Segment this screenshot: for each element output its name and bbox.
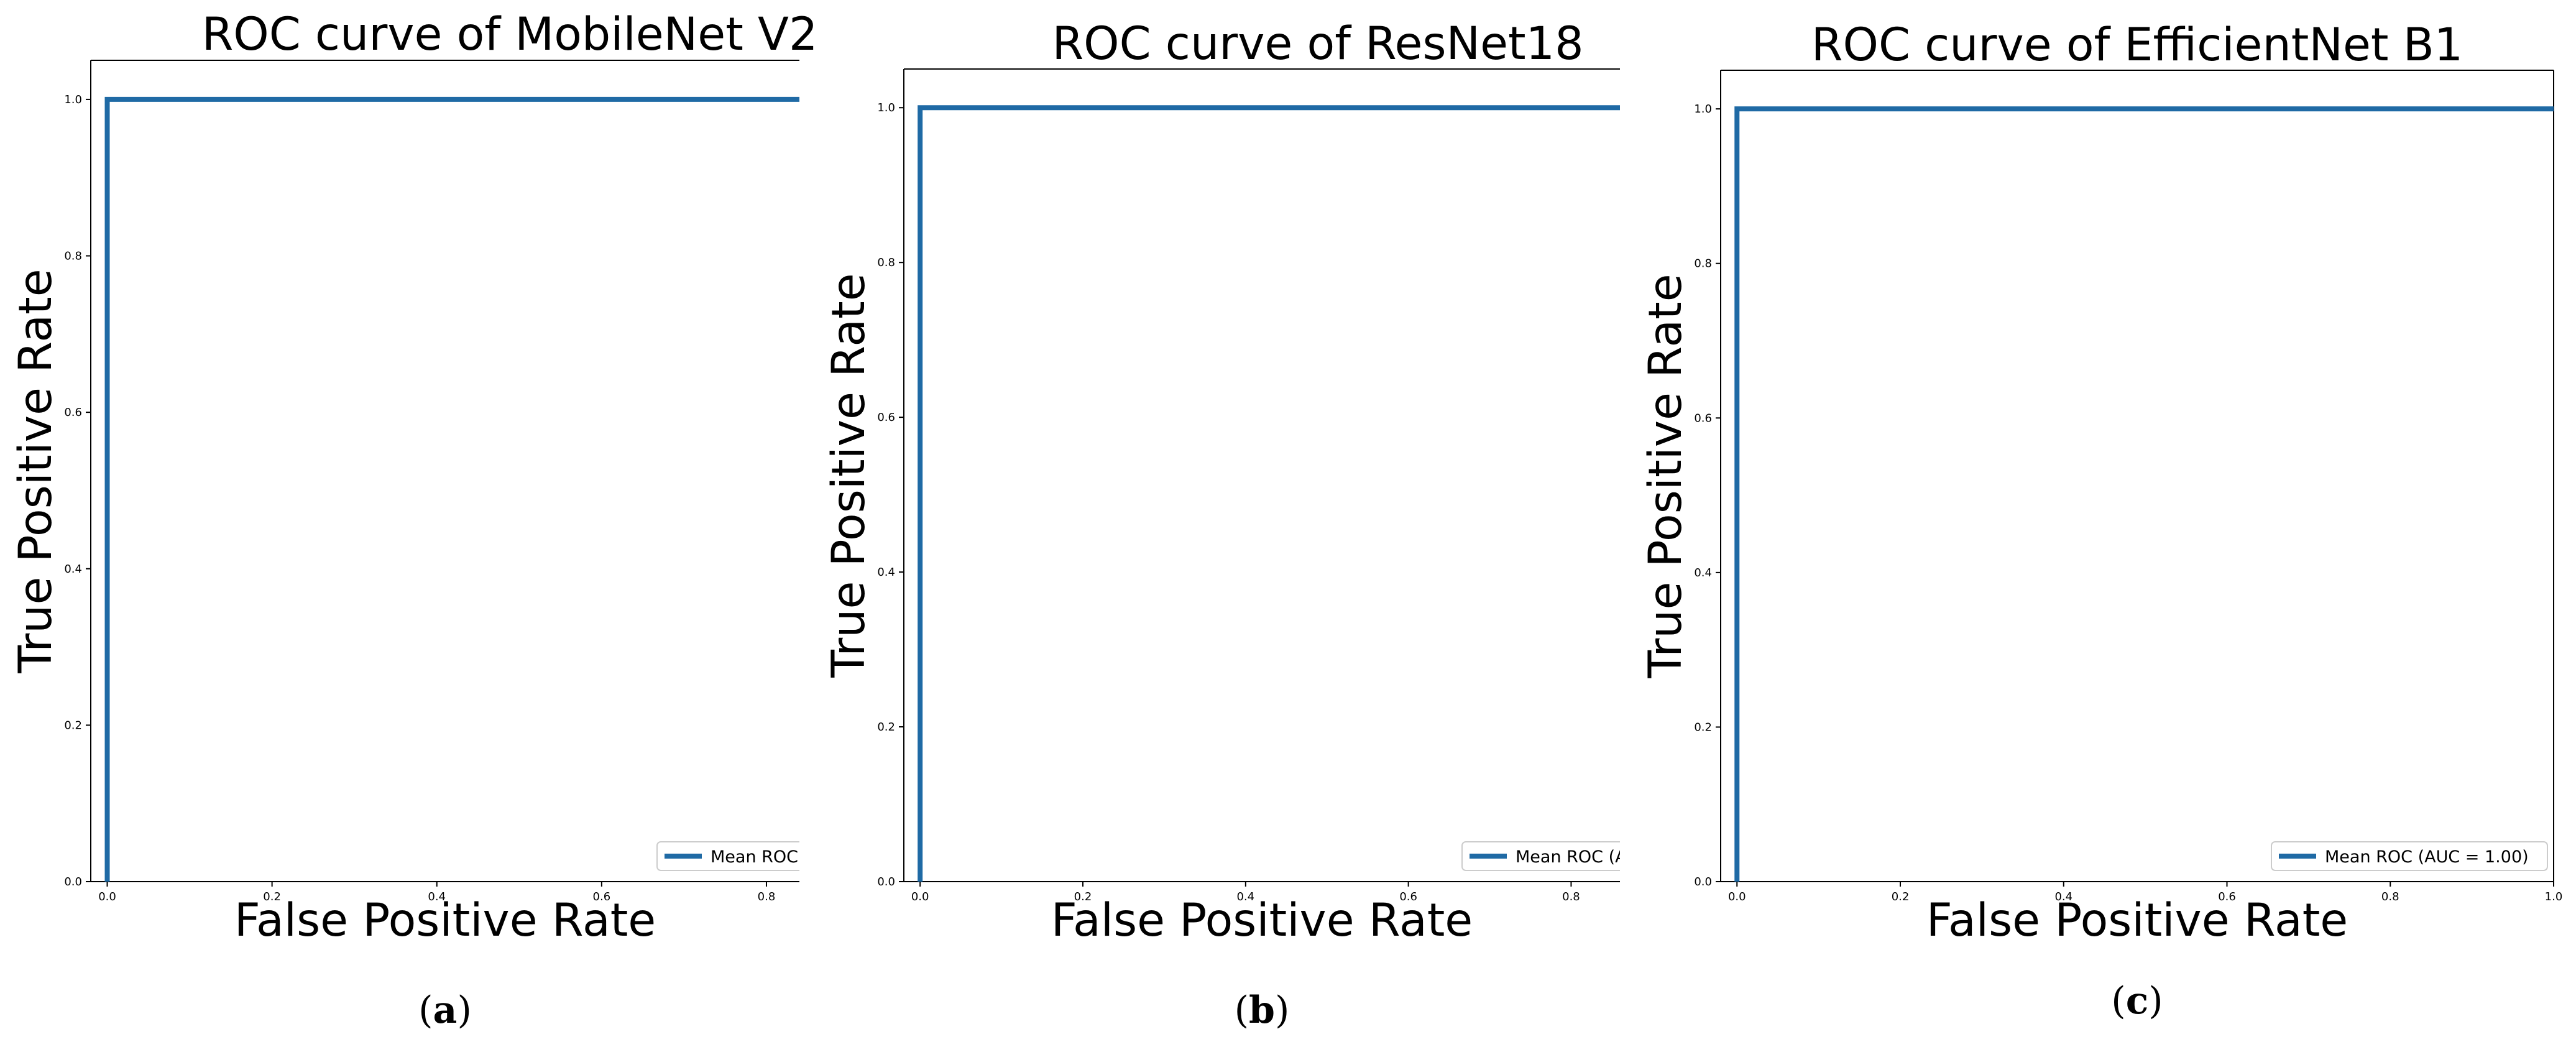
caption-letter: c	[2126, 979, 2149, 1023]
y-tick-label: 0.8	[1694, 257, 1712, 270]
y-tick-label: 0.2	[1694, 721, 1712, 734]
y-tick-label: 1.0	[877, 101, 895, 114]
legend-box	[656, 841, 799, 871]
y-tick-label: 0.2	[64, 719, 82, 732]
x-tick-label: 0.6	[593, 890, 611, 903]
y-tick-label: 0.0	[877, 875, 895, 888]
x-tick-label: 0.2	[263, 890, 281, 903]
y-tick-label: 0.6	[877, 411, 895, 424]
chart-panel-a: ROC curve of MobileNet V2 0.0 0.2 0.4 0.6 0.8…	[9, 8, 817, 1032]
legend: Mean ROC (AUC = 1.00)	[2271, 841, 2548, 871]
x-tick-label: 0.2	[1074, 890, 1092, 903]
y-tick-label: 0.8	[877, 256, 895, 269]
x-axis-label: False Positive Rate	[234, 894, 656, 947]
x-tick-label: 0.4	[2054, 890, 2072, 903]
x-tick-label: 0.0	[911, 890, 929, 903]
y-tick-label: 0.4	[1694, 566, 1712, 579]
legend-box	[2271, 841, 2548, 871]
caption-letter: b	[1249, 989, 1275, 1032]
x-axis-label: False Positive Rate	[1926, 894, 2348, 947]
y-tick-label: 0.6	[64, 406, 82, 419]
x-tick-label: 0.0	[1728, 890, 1746, 903]
roc-series-line	[104, 96, 799, 882]
x-tick-label: 1.0	[2545, 890, 2563, 903]
y-tick-label: 0.0	[1694, 875, 1712, 888]
x-tick-label: 0.6	[1399, 890, 1417, 903]
chart-panel-c: ROC curve of EfficientNet B1 0.0 0.2 0.4 0.6…	[1639, 19, 2562, 1023]
x-tick-label: 0.8	[2381, 890, 2399, 903]
chart-title: ROC curve of MobileNet V2	[202, 8, 818, 61]
panel-caption: (c)	[2111, 979, 2163, 1023]
legend: Mean ROC	[656, 841, 799, 871]
caption-open-paren: (	[1235, 989, 1249, 1032]
roc-series-line	[1734, 106, 2554, 882]
y-tick-label: 0.0	[64, 875, 82, 888]
caption-close-paren: )	[1275, 989, 1289, 1032]
chart-title: ROC curve of EfficientNet B1	[1811, 19, 2463, 71]
panel-caption: (a)	[418, 989, 472, 1032]
x-tick-label: 0.2	[1892, 890, 1910, 903]
y-axis-label: True Positive Rate	[9, 269, 62, 673]
x-tick-label: 0.8	[1562, 890, 1580, 903]
panel-caption: (b)	[1235, 989, 1290, 1032]
y-tick-label: 0.8	[64, 250, 82, 263]
legend-box	[1461, 841, 1620, 871]
y-axis-label: True Positive Rate	[822, 273, 875, 678]
x-tick-label: 0.4	[1236, 890, 1254, 903]
legend-label: Mean ROC	[711, 847, 798, 867]
y-tick-label: 1.0	[64, 93, 82, 106]
y-tick-label: 0.6	[1694, 412, 1712, 425]
x-tick-label: 0.8	[758, 890, 776, 903]
legend: Mean ROC (A	[1461, 841, 1627, 871]
x-axis-label: False Positive Rate	[1051, 894, 1473, 947]
y-axis-label: True Positive Rate	[1639, 274, 1692, 678]
caption-close-paren: )	[2148, 979, 2163, 1023]
legend-label: Mean ROC (A	[1516, 847, 1627, 867]
legend-label: Mean ROC (AUC = 1.00)	[2325, 847, 2529, 867]
caption-letter: a	[433, 989, 458, 1032]
chart-panel-b: ROC curve of ResNet18 0.0 0.2 0.4 0.6 0.8 0.0 0…	[822, 17, 1627, 1032]
x-tick-label: 0.6	[2218, 890, 2236, 903]
y-tick-label: 0.2	[877, 721, 895, 734]
caption-open-paren: (	[418, 989, 433, 1032]
y-tick-label: 0.4	[64, 563, 82, 576]
x-tick-label: 0.4	[428, 890, 446, 903]
roc-series-line	[918, 105, 1620, 882]
chart-title: ROC curve of ResNet18	[1052, 17, 1583, 70]
x-tick-label: 0.0	[98, 890, 116, 903]
y-tick-label: 1.0	[1694, 103, 1712, 116]
caption-close-paren: )	[457, 989, 471, 1032]
caption-open-paren: (	[2111, 979, 2125, 1023]
y-tick-label: 0.4	[877, 566, 895, 579]
